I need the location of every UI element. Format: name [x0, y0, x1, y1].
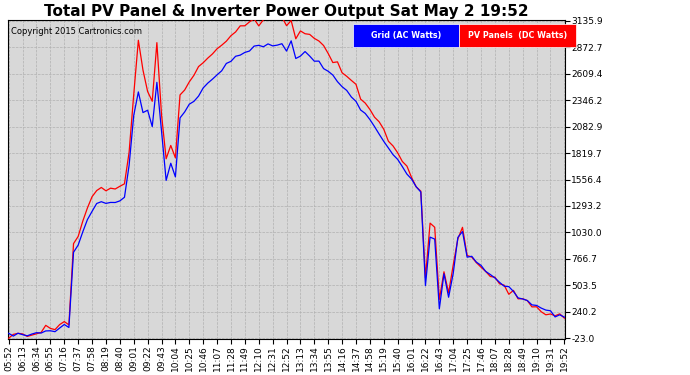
Title: Total PV Panel & Inverter Power Output Sat May 2 19:52: Total PV Panel & Inverter Power Output S… — [44, 4, 529, 19]
FancyBboxPatch shape — [460, 24, 576, 47]
Text: Grid (AC Watts): Grid (AC Watts) — [371, 31, 442, 40]
FancyBboxPatch shape — [353, 24, 460, 47]
Text: Copyright 2015 Cartronics.com: Copyright 2015 Cartronics.com — [10, 27, 141, 36]
Text: PV Panels  (DC Watts): PV Panels (DC Watts) — [469, 31, 567, 40]
